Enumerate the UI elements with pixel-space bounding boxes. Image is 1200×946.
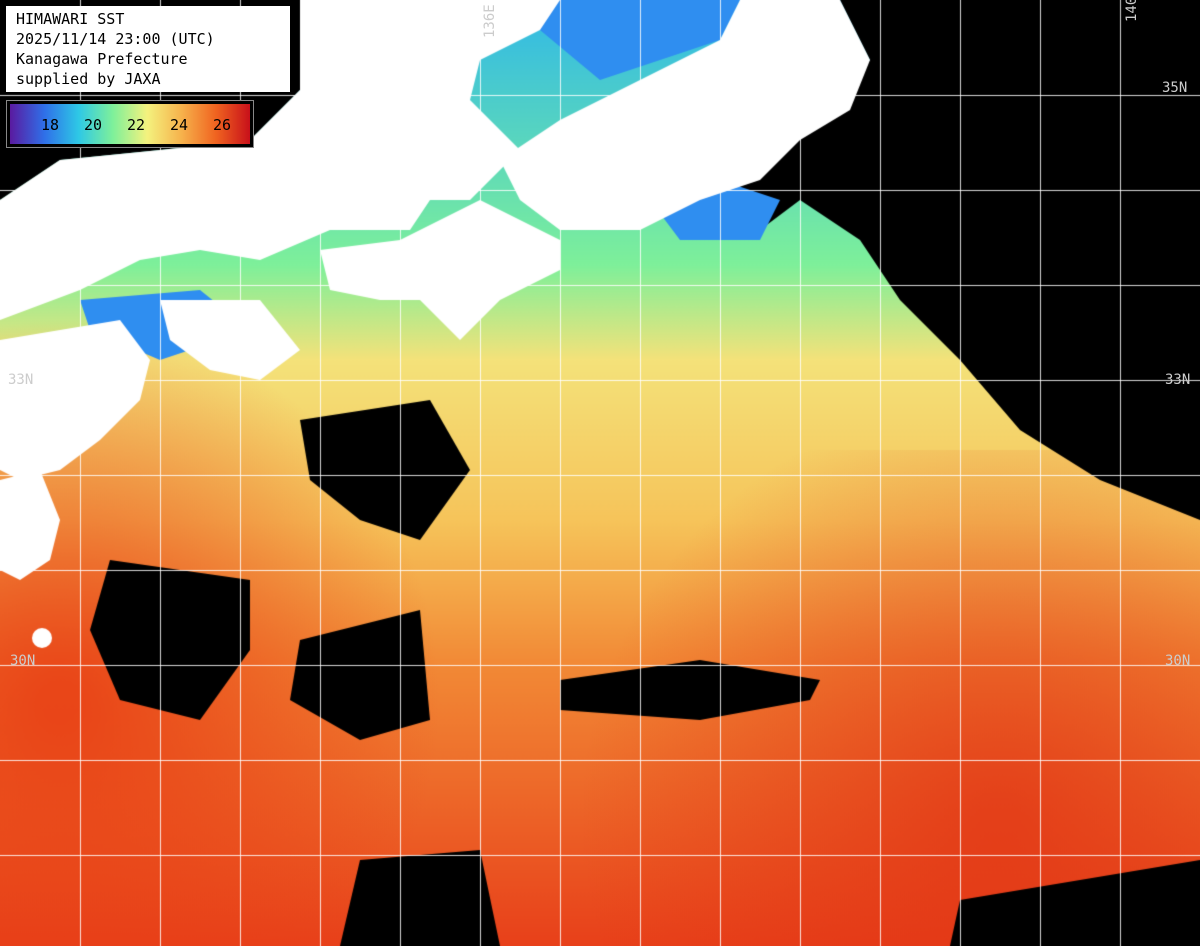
title-box: HIMAWARI SST 2025/11/14 23:00 (UTC) Kana…	[6, 6, 290, 92]
lat-label-right-33n: 33N	[1165, 372, 1191, 388]
legend-label-26: 26	[212, 116, 232, 134]
lat-label-right-30n: 30N	[1165, 653, 1191, 669]
legend-labels: 18 20 22 24 26	[10, 104, 250, 144]
lon-label-136e: 136E	[482, 4, 498, 38]
legend-label-20: 20	[83, 116, 103, 134]
legend-label-22: 22	[126, 116, 146, 134]
lat-label-left-33n: 33N	[8, 372, 34, 388]
title-line-2: 2025/11/14 23:00 (UTC)	[16, 30, 215, 48]
color-legend: 18 20 22 24 26	[6, 100, 254, 148]
lat-label-right-35n: 35N	[1162, 80, 1188, 96]
title-line-4: supplied by JAXA	[16, 70, 161, 88]
legend-label-18: 18	[40, 116, 60, 134]
lat-label-left-30n: 30N	[10, 653, 36, 669]
title-line-1: HIMAWARI SST	[16, 10, 125, 28]
lon-label-140e: 140E	[1124, 0, 1140, 22]
title-line-3: Kanagawa Prefecture	[16, 50, 188, 68]
legend-color-bar	[10, 104, 250, 144]
legend-label-24: 24	[169, 116, 189, 134]
